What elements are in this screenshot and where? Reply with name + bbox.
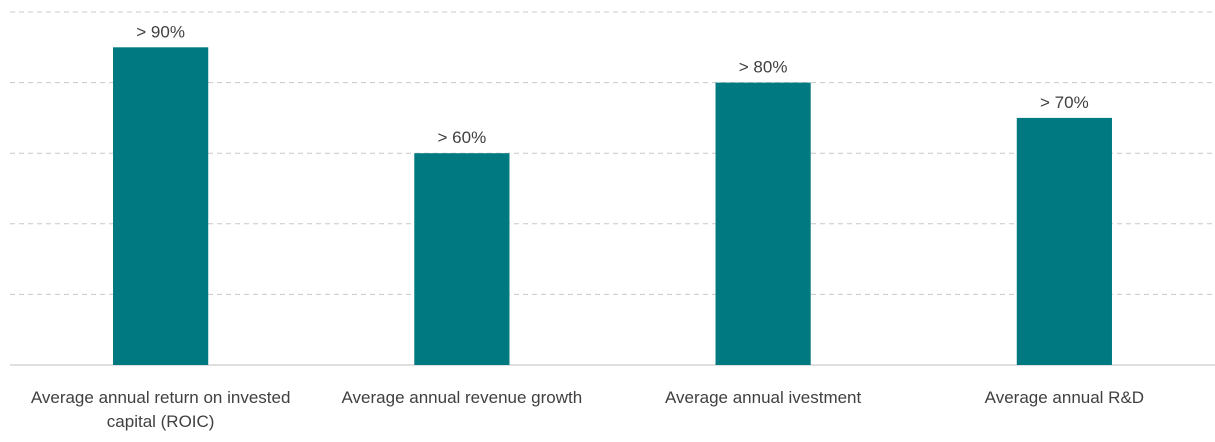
bar [113, 47, 209, 366]
x-tick-label: Average annual R&D [984, 388, 1145, 407]
x-tick-label: Average annual ivestment [664, 388, 862, 407]
bar [1016, 117, 1112, 366]
x-tick-label: Average annual return on invested capita… [30, 388, 291, 431]
value-label: > 90% [136, 22, 185, 41]
x-tick-label: Average annual revenue growth [341, 388, 583, 407]
bar [715, 82, 811, 365]
bar [414, 153, 510, 365]
value-label: > 70% [1040, 93, 1089, 112]
value-label: > 80% [739, 58, 788, 77]
value-label: > 60% [438, 128, 487, 147]
